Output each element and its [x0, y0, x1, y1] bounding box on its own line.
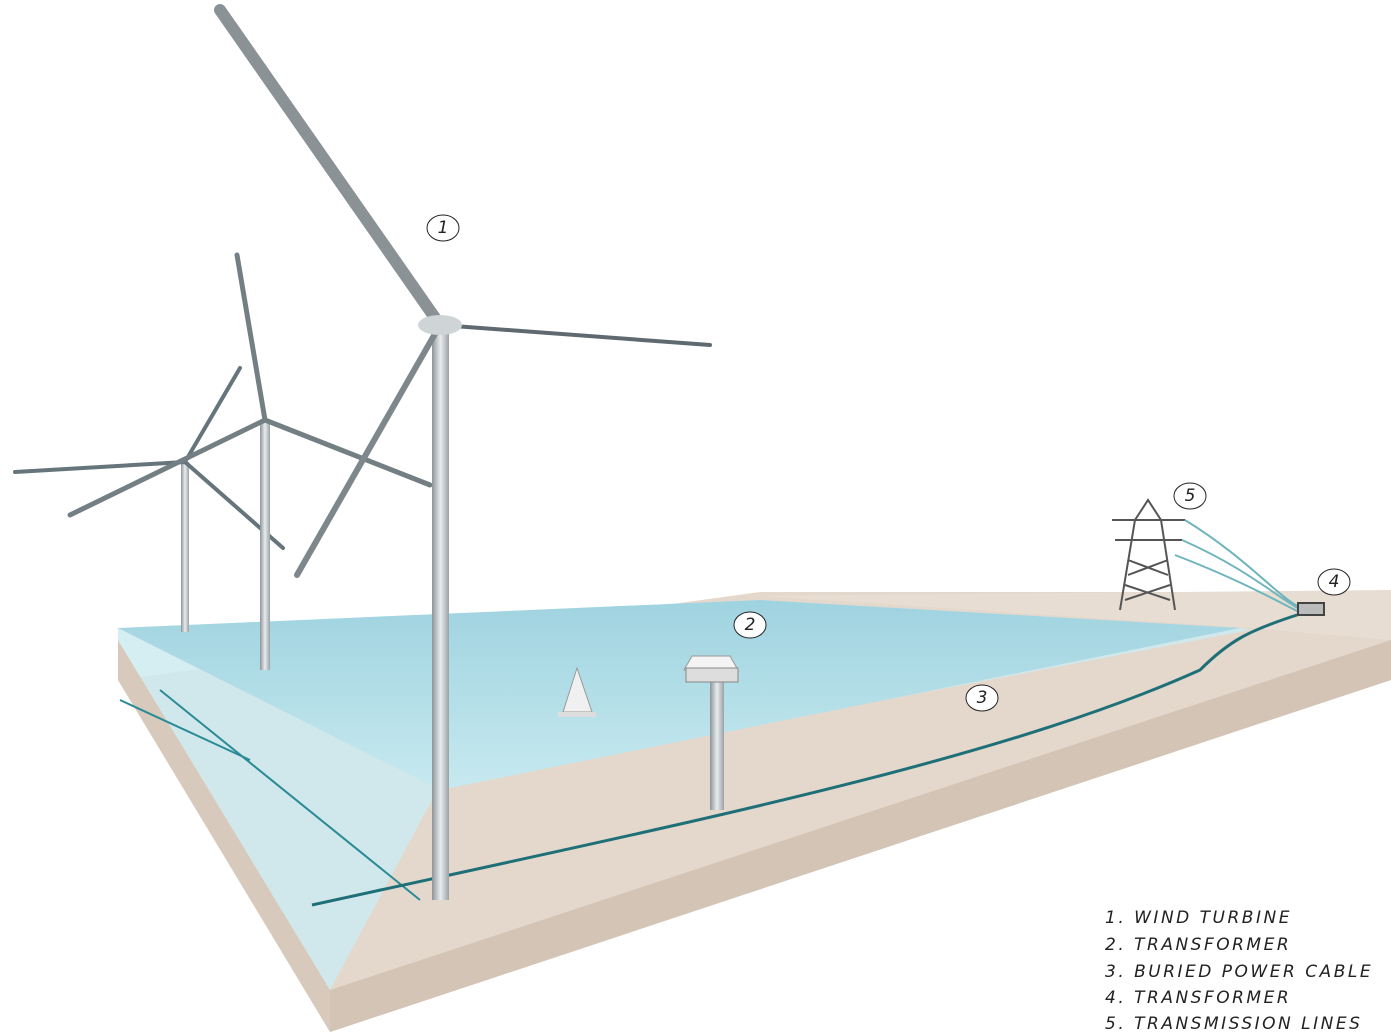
callout-number: 4 [1329, 572, 1340, 592]
water [118, 600, 1250, 990]
legend-item: 2. TRANSFORMER [1105, 935, 1291, 955]
callout: 2 [733, 611, 767, 639]
callout-number: 5 [1185, 486, 1196, 506]
callout: 3 [965, 684, 999, 712]
callout: 4 [1317, 568, 1351, 596]
legend: 1. WIND TURBINE 2. TRANSFORMER 3. BURIED… [1105, 908, 1373, 1032]
callouts: 1 2 3 4 5 [426, 214, 1351, 712]
wind-turbines [13, 4, 712, 900]
legend-item: 3. BURIED POWER CABLE [1105, 962, 1373, 982]
sailboat [558, 666, 596, 717]
legend-item: 5. TRANSMISSION LINES [1105, 1014, 1362, 1032]
callout-number: 3 [977, 688, 988, 708]
legend-item: 1. WIND TURBINE [1105, 908, 1292, 928]
transformer-platform [683, 655, 739, 810]
legend-item: 4. TRANSFORMER [1105, 988, 1291, 1008]
callout-number: 1 [438, 218, 449, 238]
callout-number: 2 [745, 615, 756, 635]
callout: 5 [1173, 482, 1207, 510]
callout: 1 [426, 214, 460, 242]
transmission-tower [1112, 498, 1325, 616]
power-cable [311, 612, 1301, 907]
